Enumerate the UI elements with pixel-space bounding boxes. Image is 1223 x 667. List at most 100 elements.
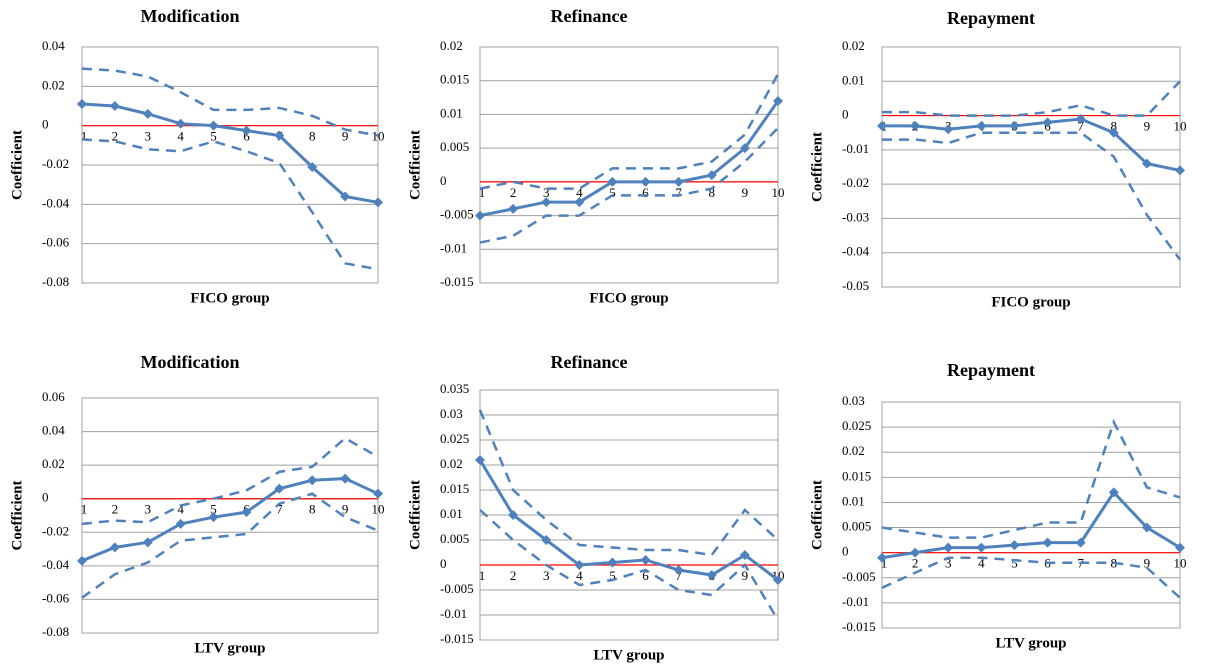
y-tick-label: -0.01 <box>440 240 467 255</box>
x-tick-label: 1 <box>479 185 486 200</box>
y-tick-label: 0.02 <box>842 443 865 458</box>
y-tick-label: -0.02 <box>42 156 69 171</box>
y-tick-label: -0.06 <box>42 590 70 605</box>
y-tick-label: 0.025 <box>842 418 871 433</box>
point-marker <box>1141 522 1152 533</box>
y-tick-label: 0.005 <box>440 531 469 546</box>
y-tick-label: -0.03 <box>842 209 869 224</box>
confidence-line <box>81 492 379 599</box>
point-marker <box>574 560 585 570</box>
point-marker <box>307 161 318 172</box>
point-marker <box>877 120 887 131</box>
point-marker <box>910 547 921 558</box>
y-tick-label: 0.015 <box>440 72 469 87</box>
point-marker <box>607 557 618 568</box>
confidence-line <box>882 80 1181 117</box>
y-tick-label: 0.005 <box>842 519 871 534</box>
x-tick-label: 2 <box>912 556 919 571</box>
x-tick-label: 10 <box>1174 556 1187 571</box>
point-marker <box>1009 540 1020 551</box>
x-tick-label: 3 <box>543 185 550 200</box>
y-tick-label: 0.035 <box>440 381 469 396</box>
confidence-line <box>479 73 780 190</box>
confidence-line <box>81 436 379 526</box>
x-tick-label: 8 <box>309 129 316 144</box>
point-marker <box>706 170 717 181</box>
x-tick-label: 4 <box>576 568 583 583</box>
y-axis-label: Coefficient <box>9 481 25 551</box>
point-marker <box>175 518 186 529</box>
y-tick-label: 0 <box>842 107 849 122</box>
point-marker <box>706 570 717 580</box>
point-marker <box>175 118 186 129</box>
y-tick-label: 0 <box>440 556 447 571</box>
point-marker <box>307 475 318 486</box>
estimate-line <box>881 489 1181 560</box>
x-tick-label: 10 <box>372 502 385 517</box>
chart-title: Repayment <box>947 8 1035 28</box>
x-tick-label: 5 <box>210 502 217 517</box>
y-tick-label: -0.015 <box>440 274 474 289</box>
point-marker <box>373 197 383 208</box>
y-tick-label: 0.04 <box>42 38 65 53</box>
y-tick-label: 0.01 <box>842 72 865 87</box>
chart-title: Refinance <box>551 6 628 26</box>
x-tick-label: 7 <box>675 568 682 583</box>
point-marker <box>77 555 87 566</box>
y-tick-label: 0.02 <box>42 456 65 471</box>
chart-title: Modification <box>141 352 240 372</box>
confidence-line <box>81 138 379 271</box>
point-marker <box>1075 537 1086 548</box>
x-tick-label: 9 <box>1144 556 1151 571</box>
y-tick-label: 0.06 <box>42 389 65 404</box>
y-tick-label: -0.08 <box>42 624 69 639</box>
point-marker <box>142 108 153 119</box>
y-tick-label: -0.05 <box>842 278 869 293</box>
point-marker <box>1108 127 1119 138</box>
y-tick-label: 0.03 <box>842 393 865 408</box>
point-marker <box>640 555 651 565</box>
x-tick-label: 6 <box>243 129 250 144</box>
point-marker <box>739 550 750 560</box>
point-marker <box>1042 117 1053 128</box>
x-tick-label: 1 <box>81 129 88 144</box>
point-marker <box>1175 542 1185 553</box>
point-marker <box>607 176 618 187</box>
y-tick-label: -0.01 <box>842 594 869 609</box>
x-tick-label: 3 <box>543 568 550 583</box>
y-tick-label: -0.01 <box>842 141 869 156</box>
x-tick-label: 1 <box>881 556 888 571</box>
point-marker <box>241 125 252 136</box>
plot-area <box>881 46 1181 288</box>
estimate-line <box>882 117 1181 172</box>
x-tick-label: 1 <box>81 502 88 517</box>
x-tick-label: 5 <box>210 129 217 144</box>
point-marker <box>574 197 585 208</box>
x-tick-label: 2 <box>112 129 119 144</box>
y-tick-label: 0.02 <box>440 38 463 53</box>
confidence-line <box>882 131 1182 261</box>
x-tick-label: 9 <box>342 129 349 144</box>
x-tick-label: 4 <box>177 502 184 517</box>
x-tick-label: 3 <box>945 556 952 571</box>
x-tick-label: 2 <box>510 568 517 583</box>
plot-area <box>479 46 779 284</box>
y-tick-label: 0.01 <box>440 105 463 120</box>
x-tick-label: 10 <box>1174 119 1187 134</box>
point-marker <box>673 565 684 575</box>
point-marker <box>109 542 120 553</box>
x-tick-label: 4 <box>978 556 985 571</box>
point-marker <box>1042 537 1053 548</box>
point-marker <box>976 120 987 131</box>
x-tick-label: 7 <box>1077 119 1084 134</box>
point-marker <box>773 95 783 106</box>
y-tick-label: 0.01 <box>842 493 865 508</box>
x-tick-label: 3 <box>145 502 152 517</box>
y-tick-label: 0.02 <box>842 38 865 53</box>
y-tick-label: -0.01 <box>440 606 467 621</box>
point-marker <box>943 124 954 135</box>
x-tick-label: 5 <box>1011 556 1018 571</box>
point-marker <box>1009 120 1020 131</box>
y-tick-label: -0.005 <box>842 569 876 584</box>
point-marker <box>208 120 219 131</box>
